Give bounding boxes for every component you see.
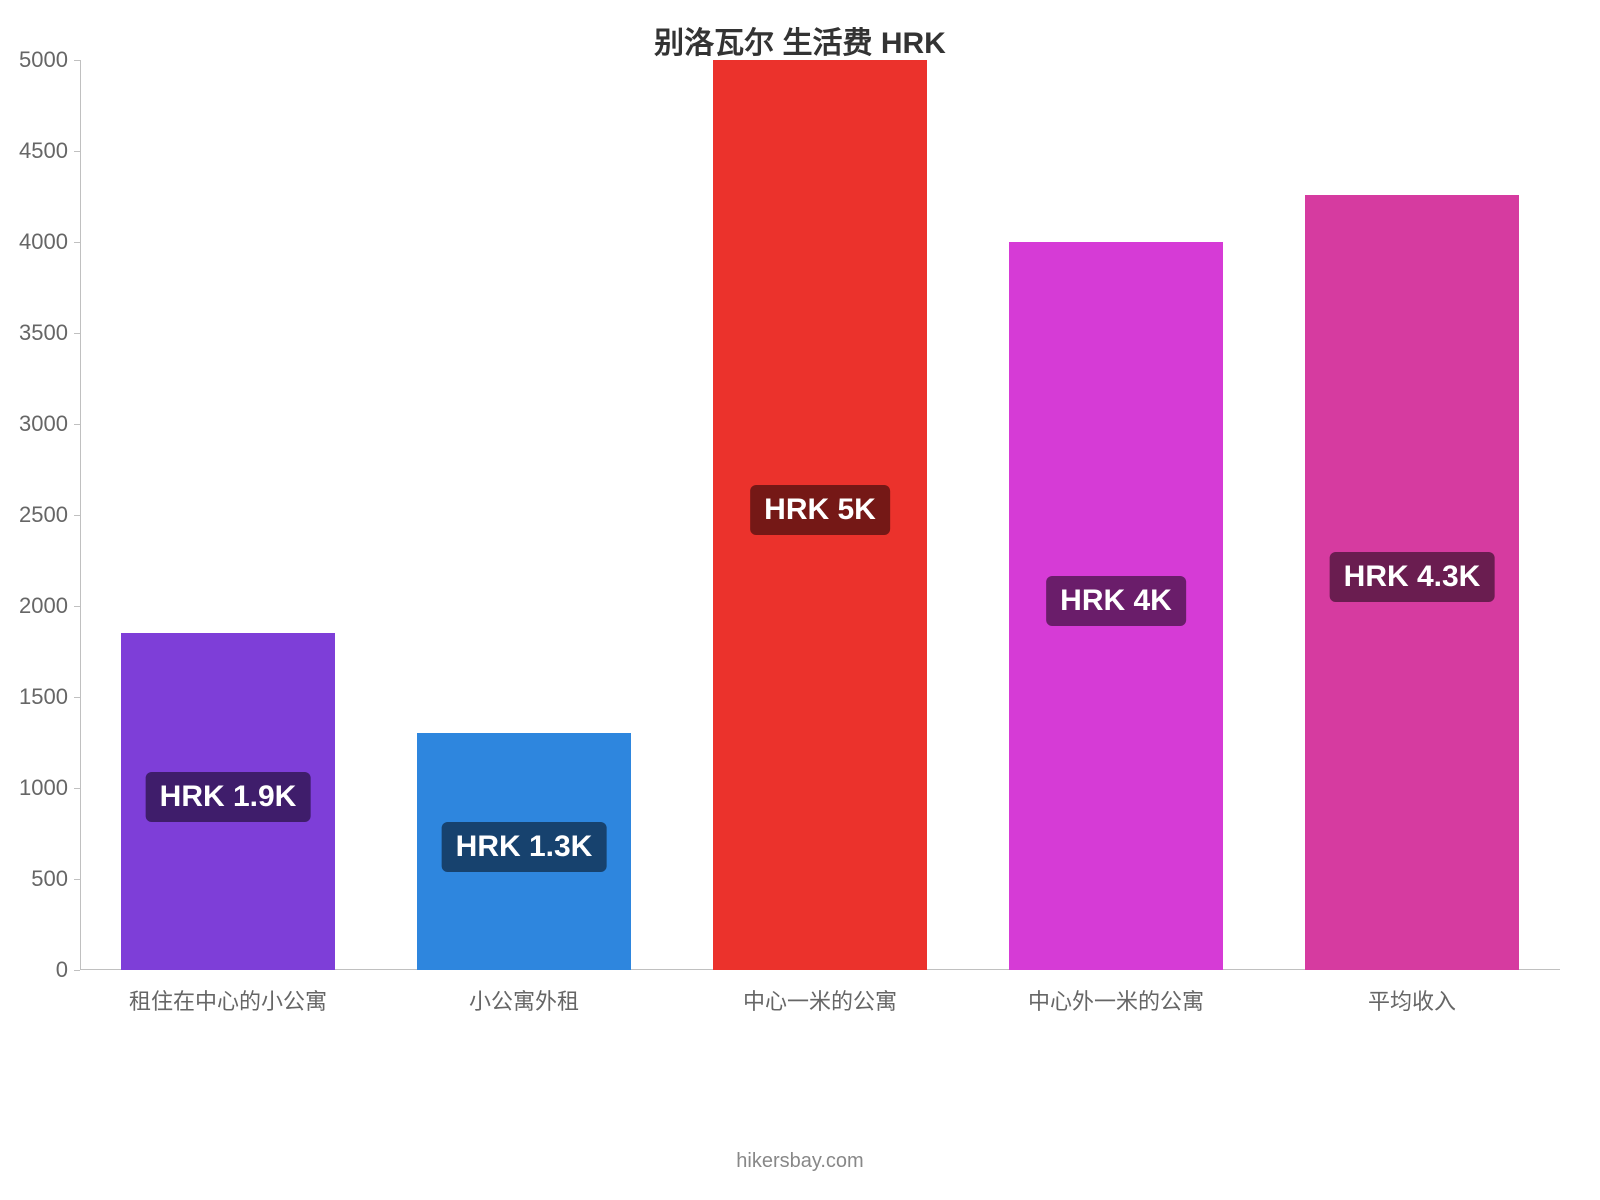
bar-value-label: HRK 4.3K (1330, 552, 1495, 602)
y-tick-mark (74, 879, 80, 880)
y-tick-label: 2000 (0, 593, 68, 619)
y-tick-mark (74, 606, 80, 607)
y-tick-mark (74, 60, 80, 61)
x-tick-label: 租住在中心的小公寓 (80, 984, 376, 1016)
y-tick-label: 1000 (0, 775, 68, 801)
bar-value-label: HRK 4K (1046, 576, 1186, 626)
y-tick-label: 3000 (0, 411, 68, 437)
y-tick-mark (74, 515, 80, 516)
bar-value-label: HRK 1.3K (442, 822, 607, 872)
y-tick-label: 1500 (0, 684, 68, 710)
y-tick-label: 3500 (0, 320, 68, 346)
y-tick-mark (74, 242, 80, 243)
plot-area: 0500100015002000250030003500400045005000… (80, 60, 1560, 970)
cost-of-living-chart: 别洛瓦尔 生活费 HRK 050010001500200025003000350… (0, 0, 1600, 1200)
y-tick-mark (74, 333, 80, 334)
y-tick-label: 500 (0, 866, 68, 892)
y-tick-label: 2500 (0, 502, 68, 528)
chart-title: 别洛瓦尔 生活费 HRK (0, 18, 1600, 62)
x-tick-label: 中心外一米的公寓 (968, 984, 1264, 1016)
bar-value-label: HRK 5K (750, 485, 890, 535)
y-tick-mark (74, 970, 80, 971)
bar-value-label: HRK 1.9K (146, 772, 311, 822)
y-tick-mark (74, 424, 80, 425)
x-tick-label: 小公寓外租 (376, 984, 672, 1016)
y-tick-mark (74, 788, 80, 789)
y-tick-mark (74, 151, 80, 152)
y-axis-line (80, 60, 81, 970)
y-tick-mark (74, 697, 80, 698)
x-tick-label: 平均收入 (1264, 984, 1560, 1016)
y-tick-label: 4000 (0, 229, 68, 255)
y-tick-label: 4500 (0, 138, 68, 164)
x-tick-label: 中心一米的公寓 (672, 984, 968, 1016)
y-tick-label: 0 (0, 957, 68, 983)
y-tick-label: 5000 (0, 47, 68, 73)
attribution-text: hikersbay.com (0, 1150, 1600, 1173)
